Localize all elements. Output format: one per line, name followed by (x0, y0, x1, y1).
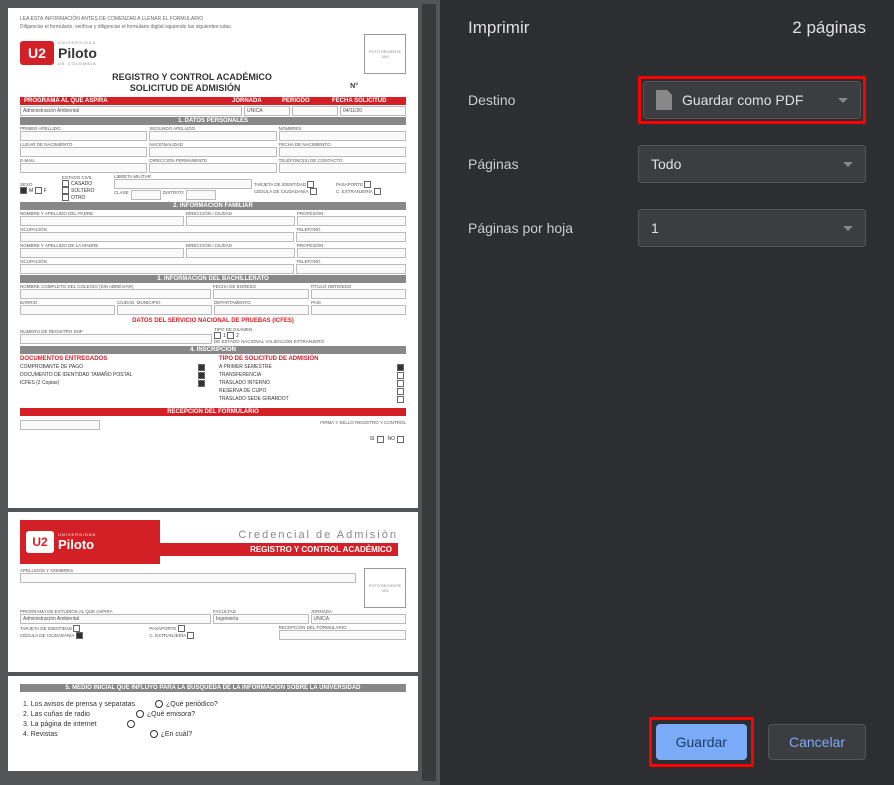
preview-page-3: 5. MEDIO INICIAL QUE INFLUYÓ PARA LA BÚS… (8, 676, 418, 771)
chevron-down-icon (843, 226, 853, 231)
destination-highlight: Guardar como PDF (638, 76, 866, 124)
preview-scrollbar[interactable] (422, 4, 436, 781)
per-sheet-label: Páginas por hoja (468, 220, 638, 236)
form-title-1: REGISTRO Y CONTROL ACADÉMICO (20, 72, 406, 82)
destination-dropdown[interactable]: Guardar como PDF (643, 81, 861, 119)
destination-value: Guardar como PDF (682, 92, 803, 108)
credential-header: U2UNIVERSIDADPiloto Credencial de Admisi… (20, 520, 406, 564)
cancel-button[interactable]: Cancelar (768, 724, 866, 760)
brand-logo: U2 UNIVERSIDAD Piloto DE COLOMBIA (20, 40, 364, 66)
page-count: 2 páginas (792, 18, 866, 38)
header-note: LEA ESTA INFORMACIÓN ANTES DE COMENZAR A… (20, 16, 406, 22)
photo-box: FOTO RECIENTE 3X4 (364, 34, 406, 74)
pages-label: Páginas (468, 156, 638, 172)
save-highlight: Guardar (649, 717, 754, 767)
print-preview-pane: LEA ESTA INFORMACIÓN ANTES DE COMENZAR A… (0, 0, 440, 785)
save-button[interactable]: Guardar (656, 724, 747, 760)
logo-mark: U2 (20, 41, 54, 65)
preview-page-1: LEA ESTA INFORMACIÓN ANTES DE COMENZAR A… (8, 8, 418, 508)
form-title-2: SOLICITUD DE ADMISIÓNN° (20, 83, 406, 93)
pages-value: Todo (651, 156, 681, 172)
chevron-down-icon (843, 162, 853, 167)
per-sheet-dropdown[interactable]: 1 (638, 209, 866, 247)
program-header-bar: PROGRAMA AL QUE ASPIRAJORNADAPERIODOFECH… (20, 97, 406, 105)
pdf-icon (656, 90, 672, 110)
destination-label: Destino (468, 92, 638, 108)
pages-dropdown[interactable]: Todo (638, 145, 866, 183)
per-sheet-value: 1 (651, 220, 659, 236)
print-settings-panel: Imprimir 2 páginas Destino Guardar como … (440, 0, 894, 785)
chevron-down-icon (838, 98, 848, 103)
survey-questions: 1. Los avisos de prensa y separatas ¿Qué… (20, 700, 406, 738)
panel-title: Imprimir (468, 18, 529, 38)
preview-page-2: U2UNIVERSIDADPiloto Credencial de Admisi… (8, 512, 418, 672)
